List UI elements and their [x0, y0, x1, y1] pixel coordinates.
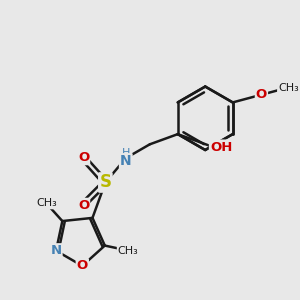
Text: O: O: [78, 151, 89, 164]
Text: CH₃: CH₃: [118, 245, 139, 256]
Text: OH: OH: [210, 140, 232, 154]
Text: O: O: [256, 88, 267, 101]
Text: H: H: [122, 148, 130, 158]
Text: CH₃: CH₃: [36, 198, 57, 208]
Text: N: N: [50, 244, 62, 257]
Text: S: S: [99, 173, 111, 191]
Text: N: N: [120, 154, 132, 168]
Text: CH₃: CH₃: [278, 83, 299, 93]
Text: O: O: [78, 199, 89, 212]
Text: O: O: [77, 260, 88, 272]
